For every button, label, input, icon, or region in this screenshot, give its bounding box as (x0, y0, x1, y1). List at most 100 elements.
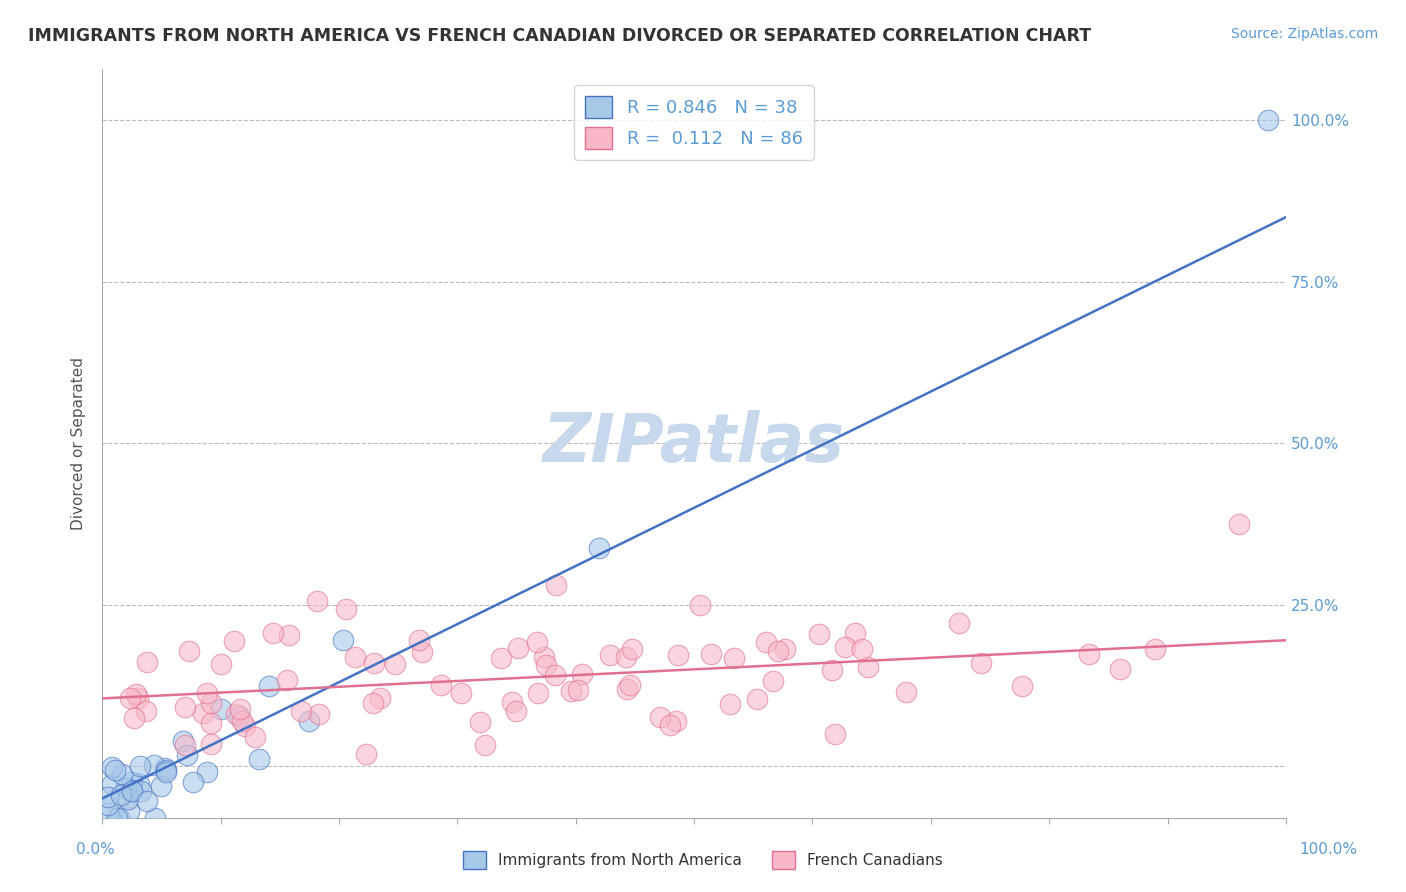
Point (278, 628, 301, 642)
Point (118, 691, 141, 706)
Point (181, 775, 204, 789)
Point (153, 761, 176, 775)
Point (560, 683, 582, 698)
Point (543, 667, 565, 681)
Point (97, 805, 120, 820)
Point (129, 783, 152, 797)
Point (229, 701, 252, 715)
Point (354, 747, 377, 761)
Text: 100.0%: 100.0% (1299, 842, 1358, 856)
Point (526, 686, 548, 700)
Point (262, 625, 284, 640)
Point (101, 760, 124, 774)
Point (125, 687, 148, 701)
Point (689, 598, 711, 612)
Point (298, 714, 321, 728)
Point (233, 719, 256, 733)
Point (209, 702, 232, 716)
Point (308, 707, 330, 722)
Point (489, 650, 512, 665)
Point (150, 779, 173, 793)
Text: ZIPatlas: ZIPatlas (543, 410, 845, 476)
Point (101, 777, 124, 791)
Point (858, 660, 880, 674)
Point (257, 680, 280, 694)
Point (368, 691, 391, 706)
Point (619, 677, 641, 691)
Point (450, 685, 472, 699)
Point (896, 684, 918, 698)
Point (128, 777, 150, 791)
Point (110, 788, 132, 802)
Point (430, 678, 453, 692)
Point (851, 641, 873, 656)
Point (718, 697, 741, 711)
Point (970, 656, 993, 670)
Legend: R = 0.846   N = 38, R =  0.112   N = 86: R = 0.846 N = 38, R = 0.112 N = 86 (575, 85, 814, 160)
Point (105, 811, 128, 825)
Point (276, 673, 298, 688)
Point (1227, 516, 1250, 531)
Point (231, 714, 253, 728)
Point (821, 663, 844, 677)
Point (195, 686, 218, 700)
Point (567, 682, 589, 697)
Point (245, 730, 267, 744)
Point (135, 704, 157, 718)
Point (616, 681, 638, 696)
Text: Source: ZipAtlas.com: Source: ZipAtlas.com (1230, 27, 1378, 41)
Point (807, 627, 830, 641)
Point (121, 774, 143, 789)
Point (501, 695, 523, 709)
Point (127, 690, 149, 705)
Point (665, 714, 688, 729)
Point (755, 635, 778, 649)
Point (179, 644, 201, 658)
Point (775, 642, 797, 657)
Point (332, 633, 354, 648)
Point (247, 752, 270, 766)
Point (225, 707, 247, 722)
Point (211, 657, 233, 672)
Point (834, 640, 856, 655)
Point (335, 601, 357, 615)
Point (506, 641, 529, 656)
Text: IMMIGRANTS FROM NORTH AMERICA VS FRENCH CANADIAN DIVORCED OR SEPARATED CORRELATI: IMMIGRANTS FROM NORTH AMERICA VS FRENCH … (28, 27, 1091, 45)
Point (117, 792, 139, 806)
Point (191, 706, 214, 720)
Point (614, 649, 637, 664)
Point (118, 804, 141, 818)
Point (747, 691, 769, 706)
Point (121, 783, 143, 797)
Text: 0.0%: 0.0% (76, 842, 115, 856)
Point (474, 738, 496, 752)
Point (363, 656, 385, 670)
Point (526, 634, 548, 648)
Point (107, 811, 129, 825)
Point (200, 716, 222, 731)
Point (505, 704, 527, 718)
Point (135, 656, 157, 670)
Point (104, 763, 127, 777)
Point (844, 625, 866, 640)
Point (97, 797, 120, 812)
Point (534, 657, 557, 672)
Point (546, 578, 568, 592)
Point (723, 651, 745, 665)
Point (122, 711, 145, 725)
Point (650, 710, 672, 724)
Point (408, 632, 430, 647)
Point (200, 737, 222, 751)
Point (384, 657, 406, 671)
Point (824, 727, 846, 741)
Point (97, 790, 120, 805)
Point (599, 648, 621, 663)
Point (176, 747, 198, 762)
Point (948, 615, 970, 630)
Point (155, 765, 177, 780)
Point (305, 594, 328, 608)
Legend: Immigrants from North America, French Canadians: Immigrants from North America, French Ca… (457, 845, 949, 875)
Point (621, 641, 644, 656)
Point (172, 733, 194, 747)
Point (155, 763, 177, 777)
